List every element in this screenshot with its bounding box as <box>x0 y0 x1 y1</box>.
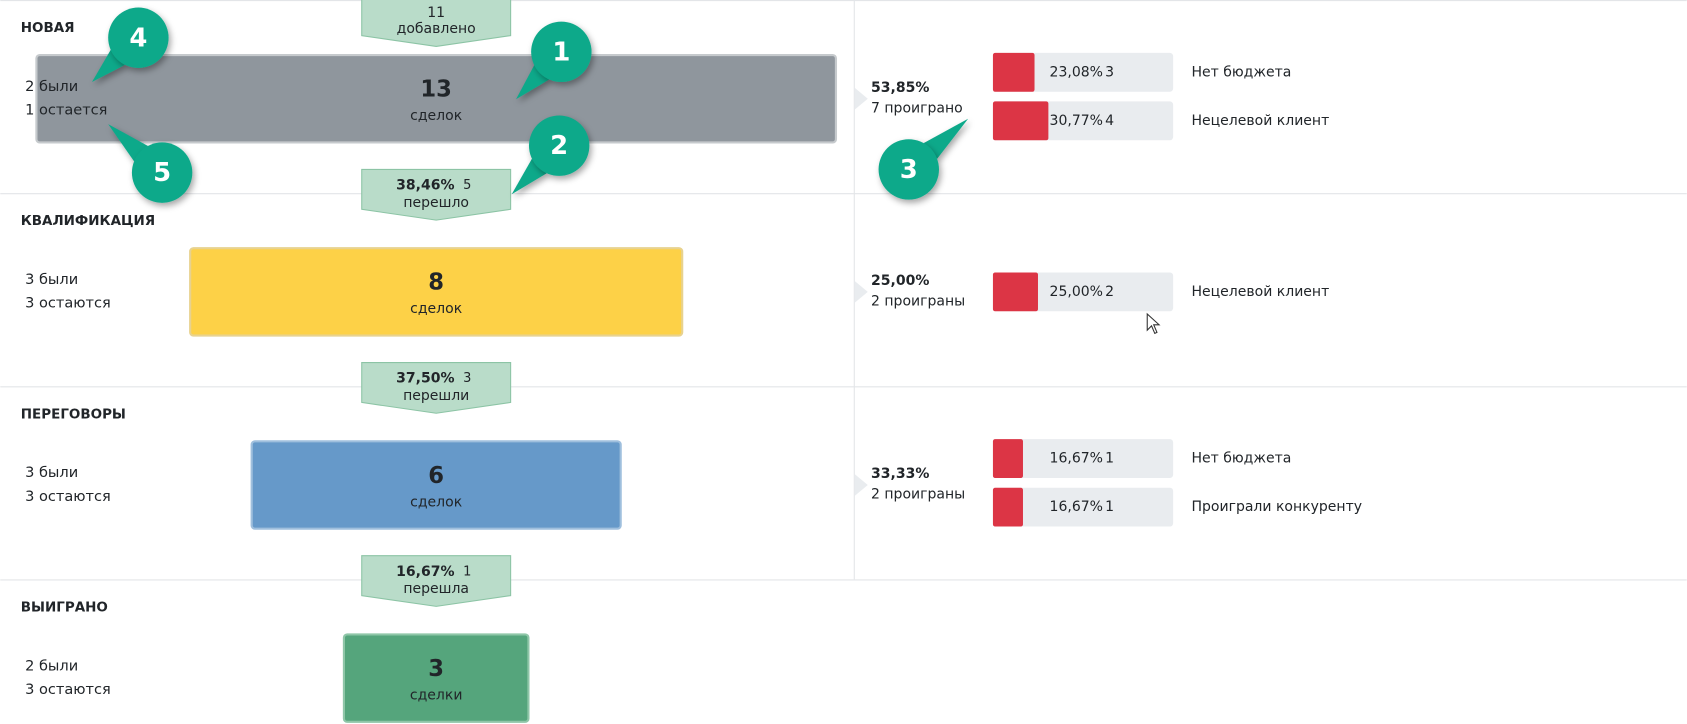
loss-label: 2 проиграны <box>871 294 965 310</box>
reason-name: Нецелевой клиент <box>1191 113 1329 129</box>
stage-was: 2 были <box>25 78 78 95</box>
reason-name: Проиграли конкуренту <box>1191 499 1362 515</box>
stage-was: 3 были <box>25 464 78 481</box>
callout <box>528 115 590 176</box>
transition-count: 3 <box>463 371 471 386</box>
stage-bar <box>189 247 684 337</box>
reason-percent: 16,67% <box>1050 451 1103 467</box>
reason-track <box>992 52 1174 92</box>
reason-bar <box>992 52 1035 92</box>
reason-percent: 23,08% <box>1050 64 1103 80</box>
reason-count: 2 <box>1105 284 1114 300</box>
reason-count: 1 <box>1105 451 1114 467</box>
callout <box>131 142 193 203</box>
reason-bar <box>992 101 1049 141</box>
loss-label: 7 проиграно <box>871 100 963 116</box>
stage-remains: 1 остается <box>25 102 107 119</box>
reason-percent: 16,67% <box>1050 499 1103 515</box>
transition-percent: 38,46% <box>396 178 454 194</box>
callout-tail <box>511 158 547 195</box>
callout-number: 2 <box>550 131 568 161</box>
loss-pointer <box>854 87 868 110</box>
transition-arrow <box>361 168 512 221</box>
reason-bar <box>992 487 1023 527</box>
stage-was: 2 были <box>25 657 78 674</box>
callout <box>108 7 169 68</box>
loss-percent: 33,33% <box>871 466 929 482</box>
stage-title: КВАЛИФИКАЦИЯ <box>21 213 155 229</box>
reason-track <box>992 439 1174 478</box>
callout-number: 1 <box>552 37 570 67</box>
stage-title: НОВАЯ <box>21 20 75 36</box>
callout-number: 4 <box>129 23 147 53</box>
reason-name: Нецелевой клиент <box>1191 284 1329 300</box>
transition-percent: 37,50% <box>396 371 454 387</box>
added-arrow <box>361 0 512 47</box>
transition-count: 5 <box>463 178 471 193</box>
transition-arrow <box>361 555 512 607</box>
callout-number: 3 <box>900 155 918 185</box>
callout-tail <box>108 124 148 162</box>
loss-label: 2 проиграны <box>871 487 965 503</box>
reason-count: 3 <box>1105 64 1114 80</box>
stage-bar <box>35 53 838 144</box>
loss-percent: 53,85% <box>871 80 929 96</box>
transition-label: перешло <box>403 195 469 211</box>
mouse-cursor <box>1146 312 1161 335</box>
added-label: добавлено <box>397 21 476 37</box>
loss-percent: 25,00% <box>871 273 929 289</box>
reason-name: Нет бюджета <box>1191 64 1291 80</box>
stage-remains: 3 остаются <box>25 681 111 698</box>
reason-percent: 25,00% <box>1050 284 1103 300</box>
reason-count: 1 <box>1105 499 1114 515</box>
stage-unit: сделок <box>410 494 462 510</box>
stage-unit: сделки <box>410 687 463 703</box>
reason-count: 4 <box>1105 113 1114 129</box>
added-count: 11 <box>427 5 445 21</box>
transition-percent: 16,67% <box>396 564 454 580</box>
stage-remains: 3 остаются <box>25 295 111 312</box>
callout-number: 5 <box>153 158 171 188</box>
callout <box>531 21 592 83</box>
stage-title: ВЫИГРАНО <box>21 599 108 615</box>
loss-pointer <box>854 474 868 496</box>
stage-unit: сделок <box>410 301 462 317</box>
reason-bar <box>992 439 1023 478</box>
reason-name: Нет бюджета <box>1191 451 1291 467</box>
reason-percent: 30,77% <box>1050 113 1103 129</box>
stage-unit: сделок <box>410 108 462 124</box>
stage-count: 6 <box>428 463 444 489</box>
transition-count: 1 <box>463 564 471 579</box>
transition-label: перешла <box>403 581 469 597</box>
stage-count: 13 <box>420 77 452 103</box>
stage-bar <box>250 440 622 530</box>
reason-track <box>992 487 1174 527</box>
transition-arrow <box>361 362 512 414</box>
callout-tail <box>923 118 969 159</box>
stage-bar <box>342 633 530 723</box>
transition-label: перешли <box>403 388 469 404</box>
stage-count: 3 <box>428 656 444 682</box>
stage-was: 3 были <box>25 271 78 288</box>
reason-bar <box>992 272 1038 312</box>
callout <box>878 139 939 200</box>
stage-count: 8 <box>428 270 444 296</box>
loss-pointer <box>854 281 868 303</box>
stage-title: ПЕРЕГОВОРЫ <box>21 406 126 422</box>
stage-remains: 3 остаются <box>25 488 111 505</box>
